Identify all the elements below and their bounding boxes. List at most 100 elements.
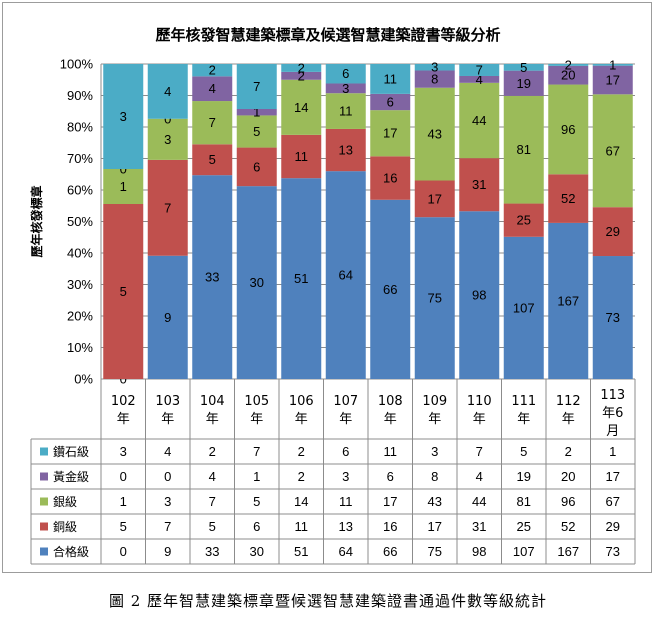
data-label: 44 bbox=[472, 113, 486, 128]
x-tick-label: 113 bbox=[600, 388, 625, 403]
bar-segment bbox=[236, 147, 277, 187]
bar-segment bbox=[592, 65, 633, 95]
table-cell: 81 bbox=[517, 494, 531, 509]
bar-segment bbox=[592, 94, 633, 208]
table-cell: 11 bbox=[295, 519, 309, 534]
bar-segment bbox=[147, 159, 188, 256]
data-label: 75 bbox=[428, 291, 442, 306]
y-tick-label: 60% bbox=[67, 183, 93, 198]
data-label: 11 bbox=[384, 71, 398, 86]
bar-segment bbox=[325, 64, 366, 84]
data-label: 17 bbox=[606, 73, 620, 88]
table-cell: 6 bbox=[342, 444, 349, 459]
table-cell: 3 bbox=[120, 444, 127, 459]
data-label: 17 bbox=[428, 191, 442, 206]
bar-segment bbox=[236, 115, 277, 148]
bar-segment bbox=[325, 93, 366, 129]
table-cell: 1 bbox=[609, 444, 616, 459]
table-cell: 29 bbox=[606, 519, 620, 534]
x-tick-label: 104 bbox=[200, 394, 225, 409]
data-label: 5 bbox=[520, 60, 527, 75]
bar-segment bbox=[503, 64, 544, 71]
bar-segment bbox=[103, 64, 144, 169]
table-cell: 6 bbox=[253, 519, 260, 534]
table-cell: 2 bbox=[565, 444, 572, 459]
x-tick-label: 107 bbox=[333, 394, 358, 409]
figure-caption: 圖 2 歷年智慧建築標章暨候選智慧建築證書通過件數等級統計 bbox=[108, 592, 548, 610]
table-cell: 7 bbox=[164, 519, 171, 534]
bar-segment bbox=[192, 144, 233, 176]
data-label: 1 bbox=[253, 105, 260, 120]
table-cell: 98 bbox=[472, 544, 486, 559]
table-cell: 52 bbox=[561, 519, 575, 534]
table-cell: 33 bbox=[205, 544, 219, 559]
data-label: 33 bbox=[205, 270, 219, 285]
bar-segment bbox=[414, 64, 455, 71]
data-label: 5 bbox=[209, 152, 216, 167]
data-label: 4 bbox=[476, 72, 483, 87]
data-label: 3 bbox=[431, 60, 438, 75]
bar-segment bbox=[592, 64, 633, 66]
table-cell: 0 bbox=[120, 469, 127, 484]
table-cell: 3 bbox=[164, 494, 171, 509]
bar-segment bbox=[592, 256, 633, 379]
bar-segment bbox=[503, 203, 544, 237]
legend-label: 銀級 bbox=[53, 495, 77, 509]
table-cell: 5 bbox=[120, 519, 127, 534]
bar-segment bbox=[503, 236, 544, 379]
x-tick-label: 年 bbox=[473, 412, 486, 427]
table-cell: 73 bbox=[606, 544, 620, 559]
data-label: 11 bbox=[295, 149, 309, 164]
x-tick-label: 年 bbox=[206, 412, 219, 427]
data-label: 13 bbox=[339, 143, 353, 158]
data-label: 52 bbox=[561, 191, 575, 206]
x-tick-label: 年 bbox=[295, 412, 308, 427]
x-tick-label: 102 bbox=[111, 394, 136, 409]
data-label: 7 bbox=[164, 200, 171, 215]
bar-segment bbox=[281, 134, 322, 179]
x-tick-label: 111 bbox=[511, 394, 536, 409]
table-cell: 43 bbox=[428, 494, 442, 509]
bar-segment bbox=[459, 75, 500, 83]
y-tick-label: 70% bbox=[67, 151, 93, 166]
table-cell: 4 bbox=[476, 469, 483, 484]
bar-segment bbox=[459, 158, 500, 212]
bar-segment bbox=[192, 64, 233, 77]
x-tick-label: 年 bbox=[562, 412, 575, 427]
table-cell: 5 bbox=[253, 494, 260, 509]
table-cell: 9 bbox=[164, 544, 171, 559]
data-label: 43 bbox=[428, 127, 442, 142]
bar-segment bbox=[503, 70, 544, 96]
bar-segment bbox=[370, 93, 411, 111]
table-cell: 4 bbox=[209, 469, 216, 484]
data-label: 5 bbox=[120, 284, 127, 299]
bar-segment bbox=[236, 64, 277, 109]
x-tick-label: 103 bbox=[155, 394, 180, 409]
data-label: 4 bbox=[209, 81, 216, 96]
table-cell: 1 bbox=[120, 494, 127, 509]
data-label: 2 bbox=[298, 60, 305, 75]
x-tick-label: 年 bbox=[117, 412, 130, 427]
data-label: 2 bbox=[209, 63, 216, 78]
bar-segment bbox=[370, 110, 411, 157]
bar-segment bbox=[147, 255, 188, 379]
table-cell: 25 bbox=[517, 519, 531, 534]
chart-title: 歷年核發智慧建築標章及候選智慧建築證書等級分析 bbox=[155, 26, 500, 44]
table-cell: 1 bbox=[253, 469, 260, 484]
data-label: 107 bbox=[513, 300, 535, 315]
data-label: 66 bbox=[383, 282, 397, 297]
table-cell: 51 bbox=[294, 544, 308, 559]
data-label: 29 bbox=[606, 224, 620, 239]
bar-segment bbox=[459, 211, 500, 379]
table-cell: 3 bbox=[342, 469, 349, 484]
data-label: 17 bbox=[383, 126, 397, 141]
x-tick-label: 112 bbox=[556, 394, 581, 409]
table-cell: 66 bbox=[383, 544, 397, 559]
table-cell: 7 bbox=[476, 444, 483, 459]
data-label: 3 bbox=[164, 132, 171, 147]
data-label: 8 bbox=[431, 72, 438, 87]
bar-segment bbox=[548, 64, 589, 66]
bar-segment bbox=[414, 87, 455, 181]
table-cell: 7 bbox=[209, 494, 216, 509]
table-cell: 0 bbox=[164, 469, 171, 484]
